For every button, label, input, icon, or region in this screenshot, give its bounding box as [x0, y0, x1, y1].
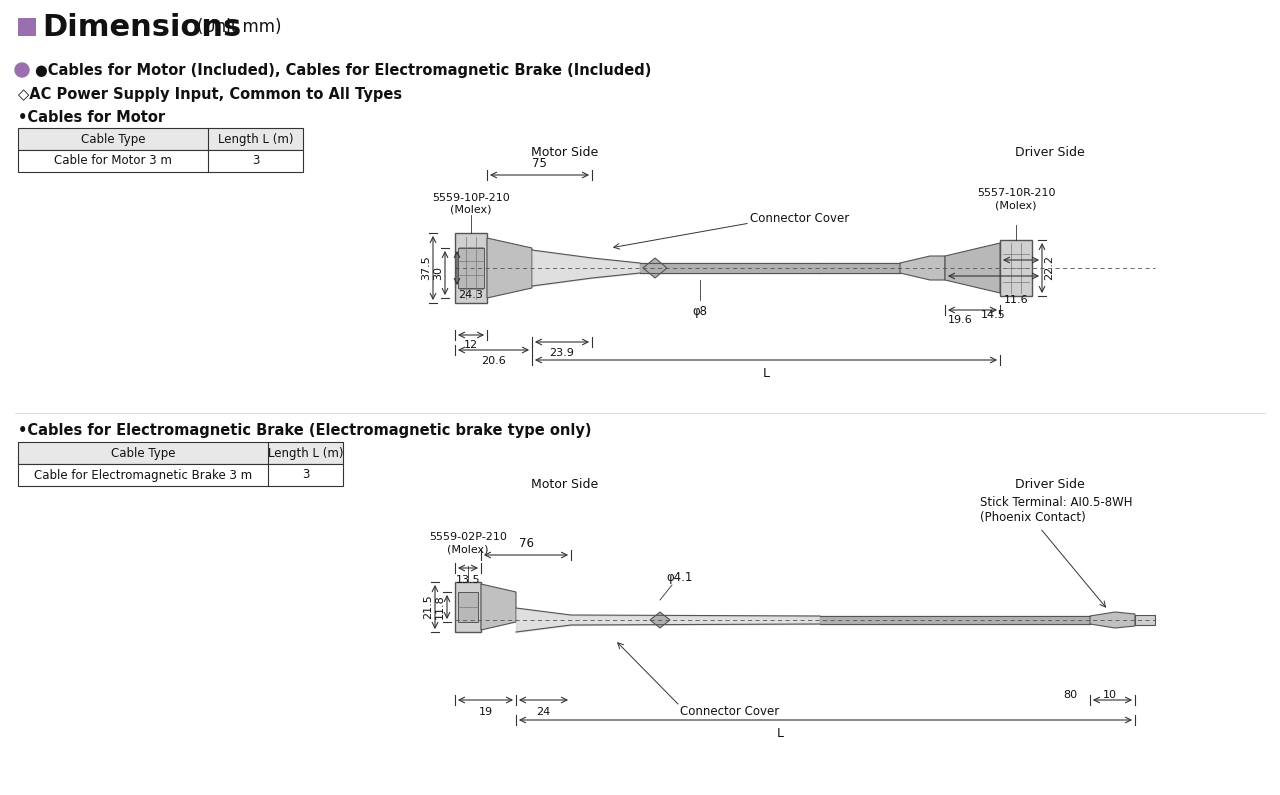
Text: •Cables for Electromagnetic Brake (Electromagnetic brake type only): •Cables for Electromagnetic Brake (Elect…: [18, 422, 591, 437]
Text: •Cables for Motor: •Cables for Motor: [18, 111, 165, 126]
Text: L: L: [777, 727, 783, 740]
Text: ◇AC Power Supply Input, Common to All Types: ◇AC Power Supply Input, Common to All Ty…: [18, 87, 402, 103]
Text: 20.6: 20.6: [481, 356, 506, 366]
Text: Dimensions: Dimensions: [42, 13, 241, 41]
Text: Driver Side: Driver Side: [1015, 479, 1085, 491]
Bar: [458, 592, 477, 622]
Text: 80: 80: [1062, 690, 1076, 700]
Bar: [458, 248, 484, 288]
Text: 13.5: 13.5: [456, 575, 480, 585]
Text: Motor Side: Motor Side: [531, 145, 599, 158]
Text: 11.8: 11.8: [435, 595, 445, 619]
Text: (Unit mm): (Unit mm): [197, 18, 282, 36]
Text: Cable for Motor 3 m: Cable for Motor 3 m: [54, 154, 172, 168]
Text: 22.2: 22.2: [1044, 255, 1053, 281]
Text: Motor Side: Motor Side: [531, 479, 599, 491]
Text: 5559-02P-210
(Molex): 5559-02P-210 (Molex): [429, 533, 507, 554]
Text: 24: 24: [536, 707, 550, 717]
Polygon shape: [643, 258, 667, 278]
Polygon shape: [650, 612, 669, 628]
Bar: [18, 442, 343, 464]
Text: 24.3: 24.3: [458, 290, 483, 300]
Text: 10: 10: [1103, 690, 1117, 700]
Text: 5559-10P-210
(Molex): 5559-10P-210 (Molex): [433, 193, 509, 215]
Bar: [18, 18, 36, 36]
Text: Cable for Electromagnetic Brake 3 m: Cable for Electromagnetic Brake 3 m: [35, 468, 252, 482]
Text: 76: 76: [518, 537, 534, 550]
Polygon shape: [945, 243, 1000, 293]
Text: ●Cables for Motor (Included), Cables for Electromagnetic Brake (Included): ●Cables for Motor (Included), Cables for…: [35, 63, 652, 77]
Bar: [18, 150, 303, 172]
Text: Cable Type: Cable Type: [111, 447, 175, 460]
Text: 30: 30: [433, 266, 443, 280]
Text: 5557-10R-210
(Molex): 5557-10R-210 (Molex): [977, 188, 1055, 210]
Text: 14.5: 14.5: [982, 310, 1006, 320]
Polygon shape: [481, 584, 516, 630]
Text: 75: 75: [532, 157, 547, 170]
Bar: [1000, 240, 1032, 296]
Circle shape: [15, 63, 29, 77]
Text: φ8: φ8: [692, 305, 708, 319]
Text: 23.9: 23.9: [549, 348, 575, 358]
Text: 3: 3: [302, 468, 310, 482]
Text: Driver Side: Driver Side: [1015, 145, 1085, 158]
Text: L: L: [763, 367, 769, 380]
Polygon shape: [1091, 612, 1135, 628]
Text: 11.6: 11.6: [1004, 295, 1028, 305]
Text: 12: 12: [463, 340, 477, 350]
Text: Connector Cover: Connector Cover: [750, 211, 849, 224]
Text: 37.5: 37.5: [421, 256, 431, 281]
Text: 21.5: 21.5: [422, 595, 433, 619]
Text: 19.6: 19.6: [947, 315, 973, 325]
Bar: [1135, 615, 1155, 625]
Text: Length L (m): Length L (m): [218, 133, 293, 145]
Polygon shape: [486, 238, 532, 298]
Polygon shape: [900, 256, 945, 280]
Bar: [18, 128, 303, 150]
Text: Length L (m): Length L (m): [268, 447, 343, 460]
Bar: [18, 464, 343, 486]
Text: 3: 3: [252, 154, 259, 168]
Text: 19: 19: [479, 707, 493, 717]
Bar: [454, 582, 481, 632]
Bar: [454, 233, 486, 303]
Text: Cable Type: Cable Type: [81, 133, 145, 145]
Text: Stick Terminal: AI0.5-8WH
(Phoenix Contact): Stick Terminal: AI0.5-8WH (Phoenix Conta…: [980, 496, 1133, 524]
Text: φ4.1: φ4.1: [667, 572, 694, 584]
Text: Connector Cover: Connector Cover: [680, 705, 780, 718]
